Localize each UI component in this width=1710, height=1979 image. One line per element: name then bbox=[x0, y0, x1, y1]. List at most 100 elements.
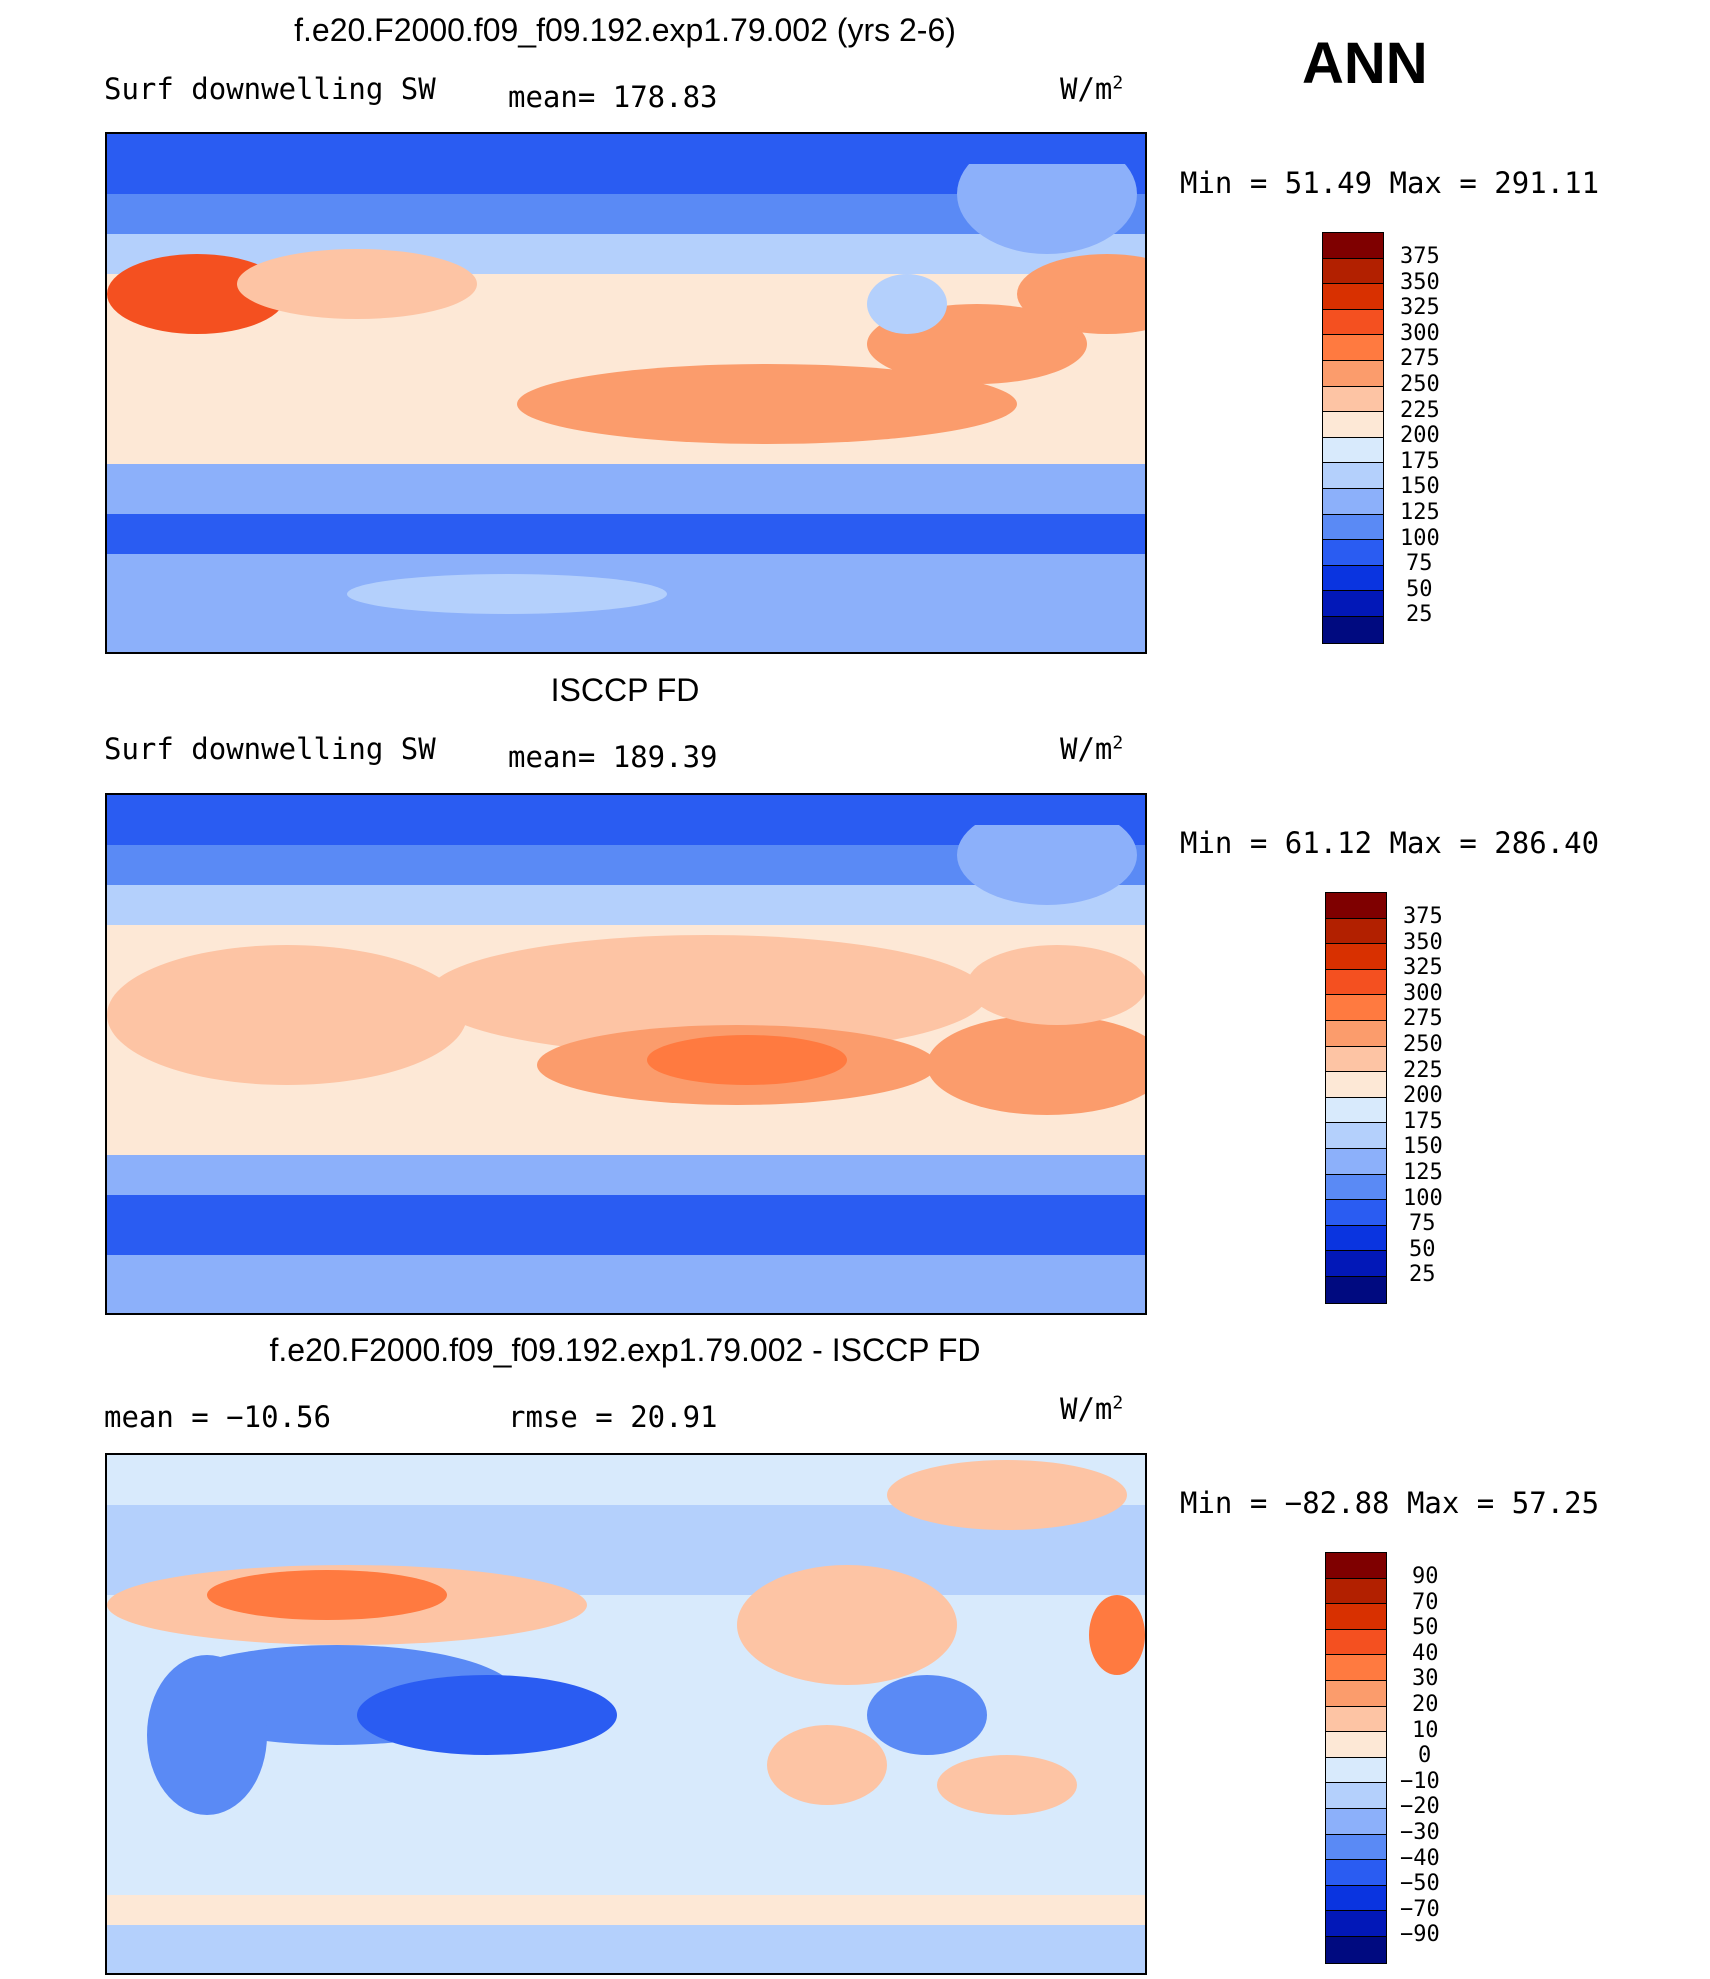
colorbar-cell bbox=[1326, 893, 1386, 919]
colorbar-cell bbox=[1326, 1655, 1386, 1681]
colorbar-tick: 300 bbox=[1400, 321, 1440, 346]
colorbar-cell bbox=[1326, 1020, 1386, 1047]
colorbar-cell bbox=[1326, 969, 1386, 996]
panel1-variable-label: Surf downwelling SW bbox=[104, 72, 436, 106]
panel1-mean-label: mean= 178.83 bbox=[508, 80, 718, 114]
colorbar-tick: 325 bbox=[1403, 955, 1443, 980]
colorbar-cell bbox=[1326, 1757, 1386, 1784]
panel1-title: f.e20.F2000.f09_f09.192.exp1.79.002 (yrs… bbox=[294, 12, 956, 48]
colorbar-cell bbox=[1326, 1834, 1386, 1861]
colorbar-cell bbox=[1326, 1604, 1386, 1630]
colorbar-cell bbox=[1326, 1072, 1386, 1098]
colorbar-cell bbox=[1323, 284, 1383, 310]
colorbar-cell bbox=[1323, 540, 1383, 566]
colorbar-tick: −10 bbox=[1400, 1769, 1440, 1794]
colorbar-tick: 150 bbox=[1403, 1134, 1443, 1159]
colorbar-cell bbox=[1323, 258, 1383, 285]
colorbar-cell bbox=[1326, 1200, 1386, 1226]
panel3-title: f.e20.F2000.f09_f09.192.exp1.79.002 - IS… bbox=[269, 1332, 981, 1368]
colorbar-tick: 375 bbox=[1403, 904, 1443, 929]
colorbar-cell bbox=[1326, 1706, 1386, 1733]
colorbar-cell bbox=[1326, 1046, 1386, 1073]
colorbar-tick: 25 bbox=[1406, 602, 1433, 627]
colorbar-cell bbox=[1323, 463, 1383, 489]
colorbar-tick: 225 bbox=[1403, 1058, 1443, 1083]
colorbar-tick: 225 bbox=[1400, 398, 1440, 423]
panel2-mean-label: mean= 189.39 bbox=[508, 740, 718, 774]
colorbar-tick: 30 bbox=[1412, 1666, 1439, 1691]
colorbar-tick: 10 bbox=[1412, 1718, 1439, 1743]
colorbar-tick: 50 bbox=[1412, 1615, 1439, 1640]
colorbar-cell bbox=[1326, 1911, 1386, 1937]
colorbar-cell bbox=[1323, 488, 1383, 515]
panel1-minmax: Min = 51.49 Max = 291.11 bbox=[1180, 166, 1600, 200]
colorbar-tick: 70 bbox=[1412, 1590, 1439, 1615]
panel3-minmax: Min = −82.88 Max = 57.25 bbox=[1180, 1486, 1600, 1520]
panel3-mean-label: mean = −10.56 bbox=[104, 1400, 331, 1434]
colorbar-tick: 40 bbox=[1412, 1641, 1439, 1666]
colorbar-cell bbox=[1326, 1097, 1386, 1124]
colorbar-tick: 125 bbox=[1403, 1160, 1443, 1185]
colorbar-tick: −20 bbox=[1400, 1794, 1440, 1819]
colorbar-tick: 300 bbox=[1403, 981, 1443, 1006]
panel2-map bbox=[105, 793, 1147, 1315]
colorbar-tick: 200 bbox=[1400, 423, 1440, 448]
colorbar-tick: 20 bbox=[1412, 1692, 1439, 1717]
colorbar-tick: −40 bbox=[1400, 1846, 1440, 1871]
colorbar-cell bbox=[1326, 1860, 1386, 1886]
colorbar-cell bbox=[1326, 1629, 1386, 1656]
colorbar-cell bbox=[1323, 335, 1383, 361]
panel2-units-label: W/m2 bbox=[1060, 732, 1124, 766]
colorbar-cell bbox=[1326, 1885, 1386, 1912]
colorbar-tick: −70 bbox=[1400, 1897, 1440, 1922]
colorbar-tick: −90 bbox=[1400, 1922, 1440, 1947]
colorbar-tick: 50 bbox=[1406, 577, 1433, 602]
panel3-rmse-label: rmse = 20.91 bbox=[508, 1400, 718, 1434]
colorbar-tick: 375 bbox=[1400, 244, 1440, 269]
panel3-map bbox=[105, 1453, 1147, 1975]
colorbar-cell bbox=[1326, 1123, 1386, 1149]
colorbar-tick: 250 bbox=[1403, 1032, 1443, 1057]
colorbar-cell bbox=[1323, 360, 1383, 387]
colorbar-tick: 150 bbox=[1400, 474, 1440, 499]
colorbar-tick: 0 bbox=[1418, 1743, 1432, 1768]
colorbar-cell bbox=[1326, 1783, 1386, 1809]
colorbar-cell bbox=[1323, 233, 1383, 259]
colorbar-tick: 325 bbox=[1400, 295, 1440, 320]
panel2-colorbar bbox=[1325, 892, 1387, 1304]
panel2-title: ISCCP FD bbox=[550, 672, 700, 708]
colorbar-cell bbox=[1326, 1732, 1386, 1758]
panel1-map bbox=[105, 132, 1147, 654]
colorbar-cell bbox=[1326, 944, 1386, 970]
colorbar-cell bbox=[1323, 591, 1383, 617]
colorbar-cell bbox=[1326, 1553, 1386, 1579]
colorbar-tick: 350 bbox=[1403, 930, 1443, 955]
panel3-units-label: W/m2 bbox=[1060, 1392, 1124, 1426]
colorbar-cell bbox=[1326, 1680, 1386, 1707]
colorbar-tick: 275 bbox=[1400, 346, 1440, 371]
colorbar-tick: −50 bbox=[1400, 1871, 1440, 1896]
colorbar-cell bbox=[1323, 412, 1383, 438]
colorbar-cell bbox=[1326, 1936, 1386, 1963]
colorbar-tick: 100 bbox=[1403, 1186, 1443, 1211]
colorbar-tick: 100 bbox=[1400, 526, 1440, 551]
colorbar-tick: 50 bbox=[1409, 1237, 1436, 1262]
colorbar-cell bbox=[1326, 1251, 1386, 1277]
colorbar-cell bbox=[1323, 386, 1383, 413]
panel1-units-label: W/m2 bbox=[1060, 72, 1124, 106]
colorbar-cell bbox=[1323, 437, 1383, 464]
colorbar-cell bbox=[1326, 995, 1386, 1021]
colorbar-cell bbox=[1326, 1148, 1386, 1175]
colorbar-cell bbox=[1326, 1174, 1386, 1201]
colorbar-tick: 200 bbox=[1403, 1083, 1443, 1108]
colorbar-cell bbox=[1323, 565, 1383, 592]
panel3-colorbar bbox=[1325, 1552, 1387, 1964]
colorbar-tick: 275 bbox=[1403, 1006, 1443, 1031]
colorbar-cell bbox=[1326, 1808, 1386, 1835]
colorbar-tick: 175 bbox=[1403, 1109, 1443, 1134]
colorbar-cell bbox=[1326, 1276, 1386, 1303]
panel1-colorbar bbox=[1322, 232, 1384, 644]
colorbar-cell bbox=[1323, 616, 1383, 643]
colorbar-cell bbox=[1323, 309, 1383, 336]
colorbar-tick: −30 bbox=[1400, 1820, 1440, 1845]
